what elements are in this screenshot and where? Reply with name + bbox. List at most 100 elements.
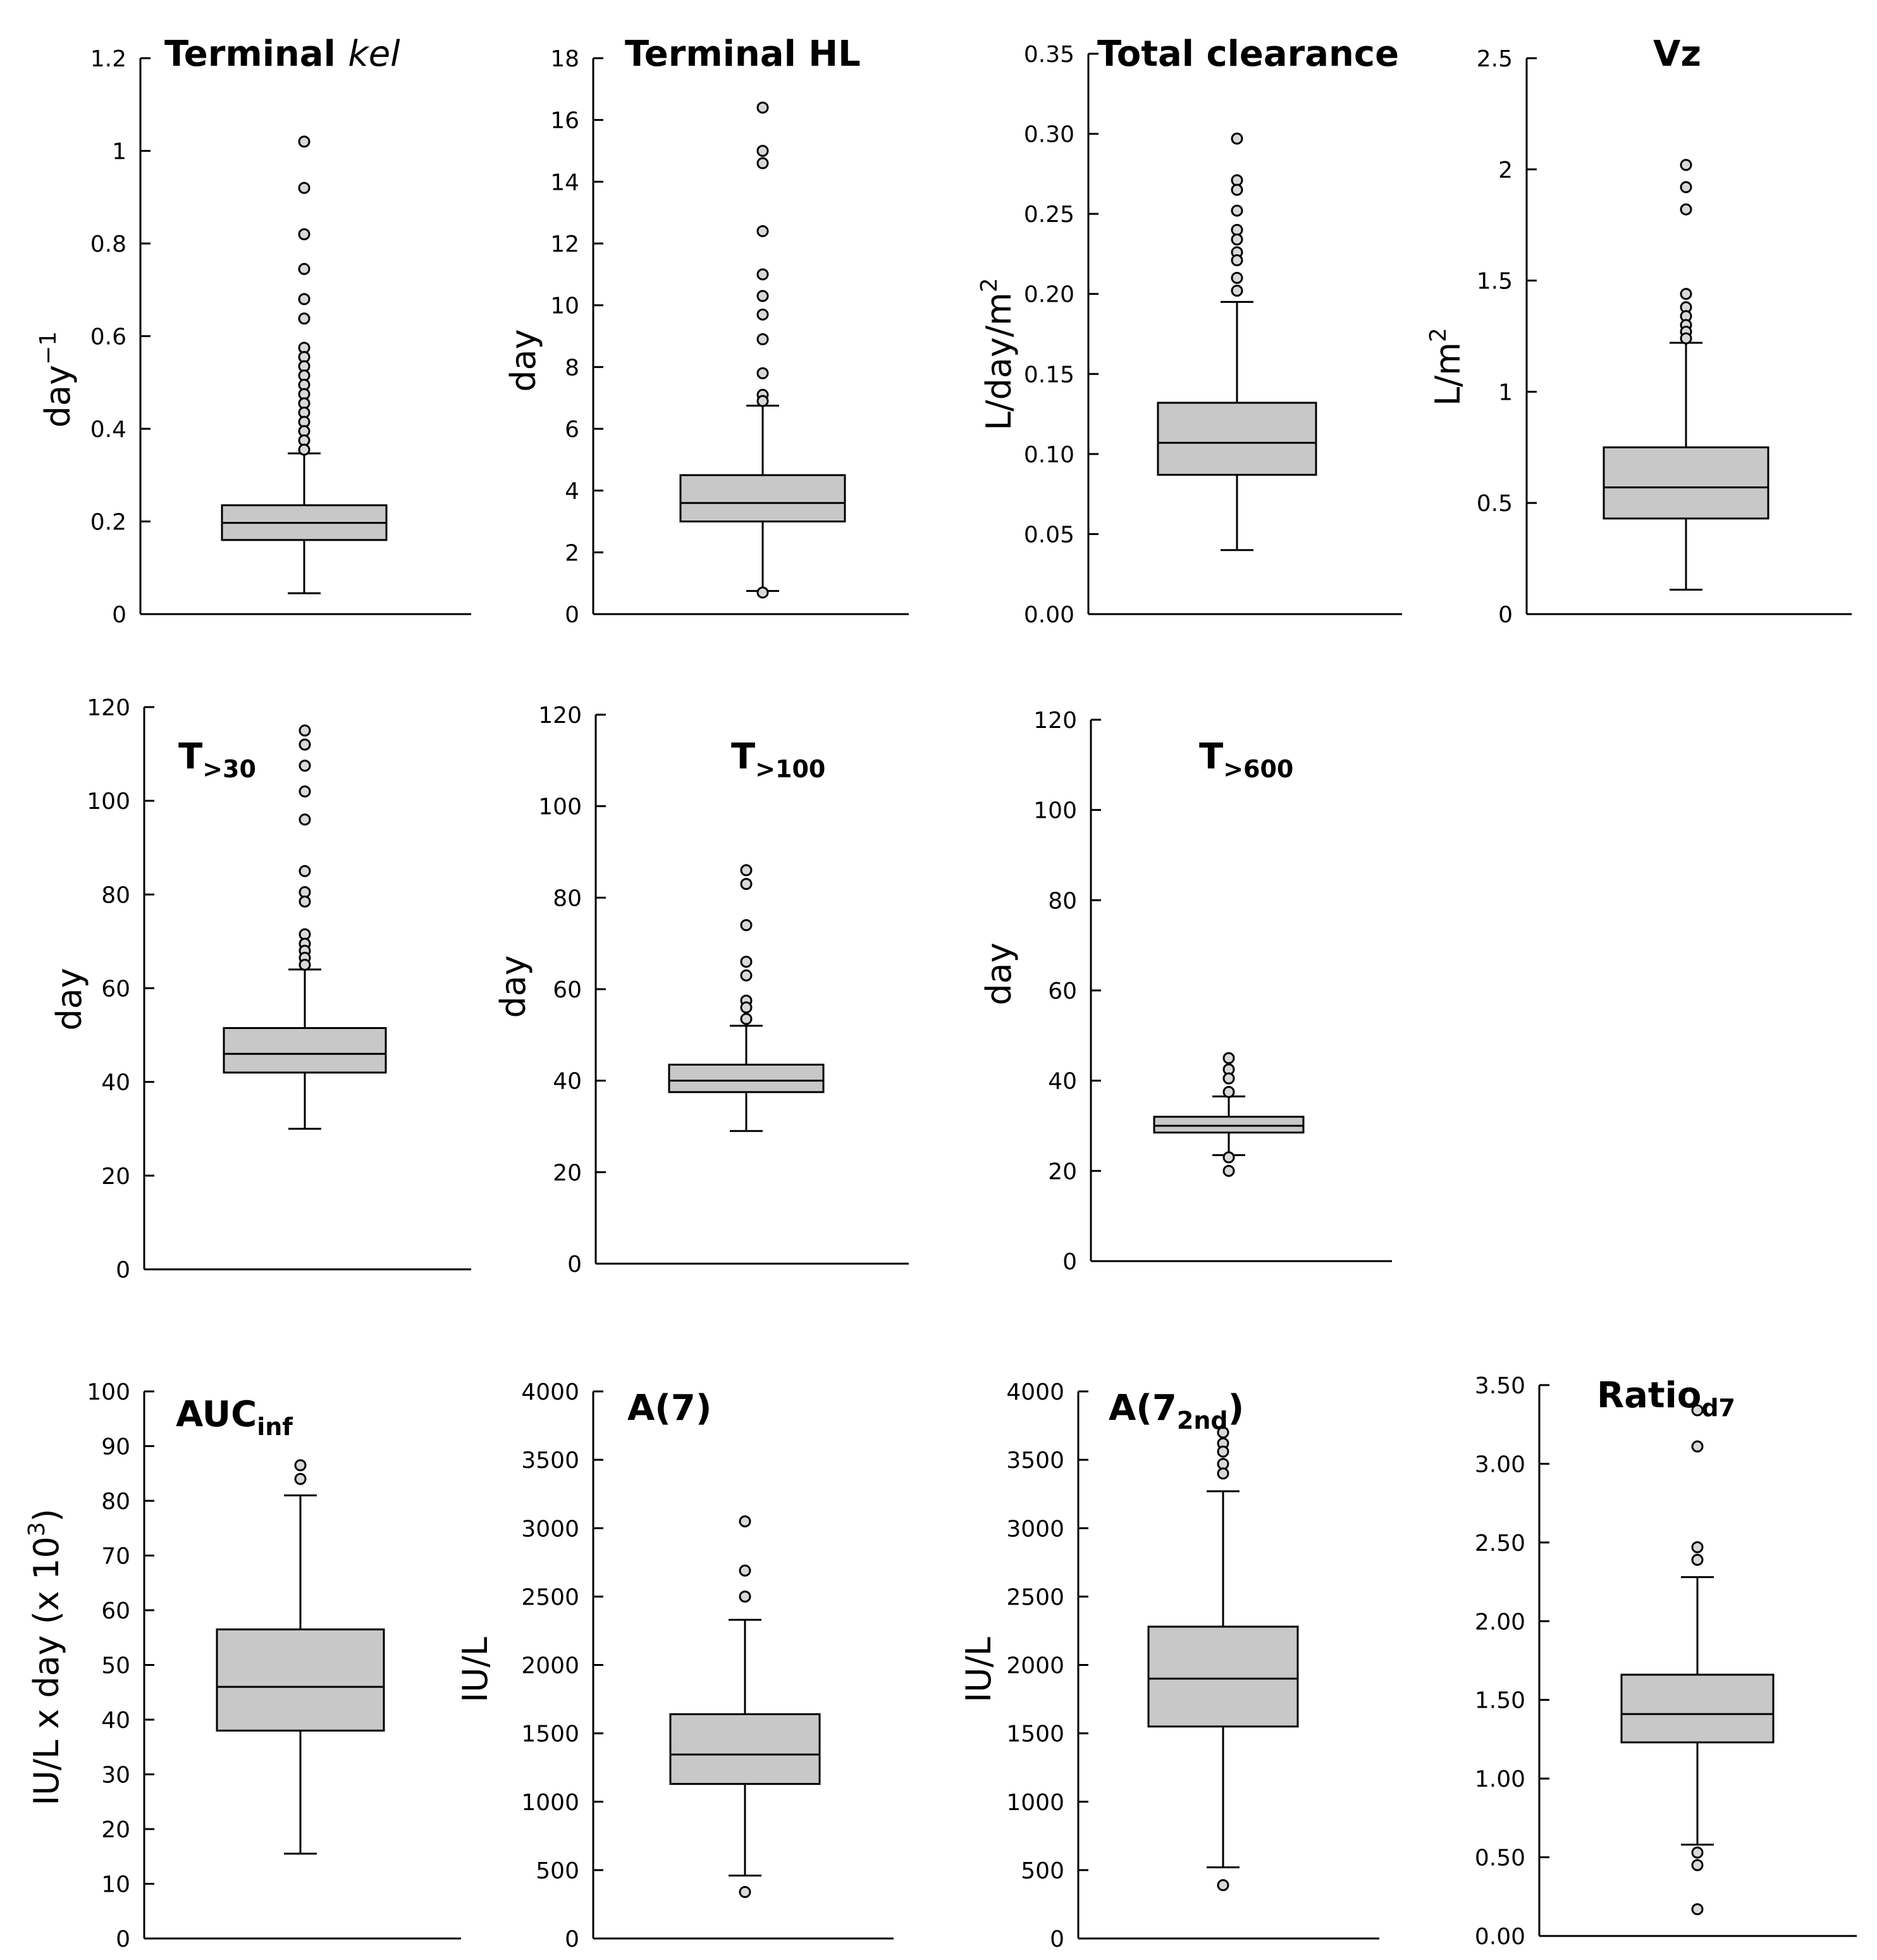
chart-2-tick-label: 8 <box>565 355 579 381</box>
chart-9-tick-label: 2500 <box>521 1584 579 1610</box>
chart-11-tick-label: 0.00 <box>1475 1924 1525 1950</box>
chart-8-tick-label: 90 <box>101 1434 130 1460</box>
chart-2-tick-label: 18 <box>550 46 579 72</box>
chart-6-outlier <box>740 1013 753 1025</box>
chart-8-tick-label: 40 <box>101 1708 130 1734</box>
chart-7-tick-label: 120 <box>1033 708 1077 734</box>
chart-10-box <box>1147 1625 1299 1728</box>
chart-4-tick-label: 0 <box>1498 602 1513 628</box>
chart-2-outlier <box>756 367 769 379</box>
chart-11-outlier <box>1691 1553 1704 1566</box>
chart-11-tick-label: 2.50 <box>1475 1531 1525 1556</box>
chart-6-outlier <box>740 878 753 891</box>
chart-2-ylabel: day <box>503 329 543 391</box>
chart-1-tick-label: 0.2 <box>90 510 126 536</box>
chart-3-tick-label: 0.00 <box>1024 602 1074 628</box>
chart-5-outlier <box>298 813 311 826</box>
chart-10-tick-label: 2500 <box>1006 1584 1064 1610</box>
chart-3-tick-label: 0.15 <box>1024 362 1074 388</box>
chart-7-ylabel: day <box>979 942 1019 1005</box>
chart-5-tick-label: 80 <box>101 882 130 908</box>
chart-10-tick-label: 2000 <box>1006 1653 1064 1679</box>
chart-2-box <box>679 474 846 522</box>
chart-3-tick-label: 0.25 <box>1024 202 1074 228</box>
chart-6-tick-label: 120 <box>538 703 582 729</box>
chart-7-tick-label: 20 <box>1048 1159 1077 1185</box>
chart-6-tick-label: 100 <box>538 794 582 820</box>
chart-1-tick-label: 0 <box>112 602 126 628</box>
chart-6-box <box>668 1063 825 1094</box>
chart-1-outlier <box>298 182 311 194</box>
chart-1-tick-label: 1.2 <box>90 46 126 72</box>
chart-11-outlier <box>1691 1541 1704 1553</box>
chart-7-outlier <box>1222 1052 1235 1064</box>
chart-8-title: AUCinf <box>176 1394 293 1441</box>
chart-8-box <box>216 1628 385 1732</box>
chart-5-tick-label: 100 <box>87 789 130 815</box>
chart-5-outlier <box>298 738 311 751</box>
chart-6-tick-label: 80 <box>553 885 582 911</box>
chart-4-tick-label: 1.5 <box>1477 269 1513 295</box>
chart-10-tick-label: 1500 <box>1006 1722 1064 1747</box>
chart-3-outlier <box>1231 271 1243 284</box>
chart-11-tick-label: 1.00 <box>1475 1766 1525 1792</box>
chart-4-title: Vz <box>1653 34 1701 75</box>
chart-7-title: T>600 <box>1199 736 1293 783</box>
chart-2-outlier <box>756 157 769 169</box>
chart-1-outlier <box>298 135 311 148</box>
chart-4-outlier <box>1680 288 1692 300</box>
chart-10-outlier <box>1217 1879 1229 1892</box>
chart-7-box <box>1153 1116 1305 1134</box>
chart-5-outlier <box>298 865 311 877</box>
chart-3-tick-label: 0.30 <box>1024 122 1074 148</box>
chart-5-ylabel: day <box>49 968 89 1030</box>
chart-11-outlier <box>1691 1846 1704 1859</box>
chart-7-outlier <box>1222 1072 1235 1085</box>
chart-8-tick-label: 50 <box>101 1653 130 1679</box>
chart-9-tick-label: 1000 <box>521 1790 579 1816</box>
chart-10-tick-label: 3500 <box>1006 1448 1064 1474</box>
chart-11-tick-label: 3.00 <box>1475 1452 1525 1477</box>
chart-3-outlier <box>1231 285 1243 297</box>
chart-8-tick-label: 30 <box>101 1763 130 1789</box>
chart-3-outlier <box>1231 174 1243 187</box>
chart-3-box <box>1157 402 1317 476</box>
chart-6-tick-label: 0 <box>567 1252 582 1278</box>
chart-5-tick-label: 120 <box>87 695 130 721</box>
chart-6-tick-label: 40 <box>553 1069 582 1095</box>
chart-2-outlier <box>756 395 769 407</box>
chart-8-tick-label: 70 <box>101 1544 130 1570</box>
chart-3-tick-label: 0.05 <box>1024 522 1074 548</box>
chart-4-box <box>1603 446 1769 520</box>
chart-2-tick-label: 4 <box>565 479 579 505</box>
chart-8-outlier <box>294 1472 307 1485</box>
chart-7-outlier <box>1222 1164 1235 1177</box>
chart-3-outlier <box>1231 204 1243 217</box>
chart-2-outlier <box>756 290 769 302</box>
chart-2-outlier <box>756 101 769 114</box>
chart-1-title: Terminal kel <box>164 34 400 75</box>
chart-10-ylabel: IU/L <box>959 1637 999 1703</box>
chart-5-outlier <box>298 724 311 737</box>
chart-3-title: Total clearance <box>1097 34 1399 75</box>
chart-9-outlier <box>739 1590 751 1603</box>
chart-7-tick-label: 0 <box>1062 1249 1077 1275</box>
chart-1-outlier <box>298 262 311 275</box>
chart-7-outlier <box>1222 1151 1235 1164</box>
chart-1-outlier <box>298 228 311 240</box>
chart-1-outlier <box>298 293 311 305</box>
chart-8-outlier <box>294 1459 307 1472</box>
chart-10-title: A(72nd) <box>1109 1388 1244 1434</box>
chart-8-tick-label: 80 <box>101 1489 130 1515</box>
chart-2-tick-label: 10 <box>550 293 579 319</box>
chart-2-tick-label: 16 <box>550 108 579 134</box>
chart-2-outlier <box>756 145 769 157</box>
chart-7-outlier <box>1222 1086 1235 1098</box>
chart-3-outlier <box>1231 223 1243 236</box>
chart-9-box <box>669 1713 821 1785</box>
chart-11-outlier <box>1691 1859 1704 1871</box>
chart-2-tick-label: 0 <box>565 602 579 628</box>
chart-2-tick-label: 2 <box>565 540 579 566</box>
chart-9-ylabel: IU/L <box>455 1637 495 1703</box>
